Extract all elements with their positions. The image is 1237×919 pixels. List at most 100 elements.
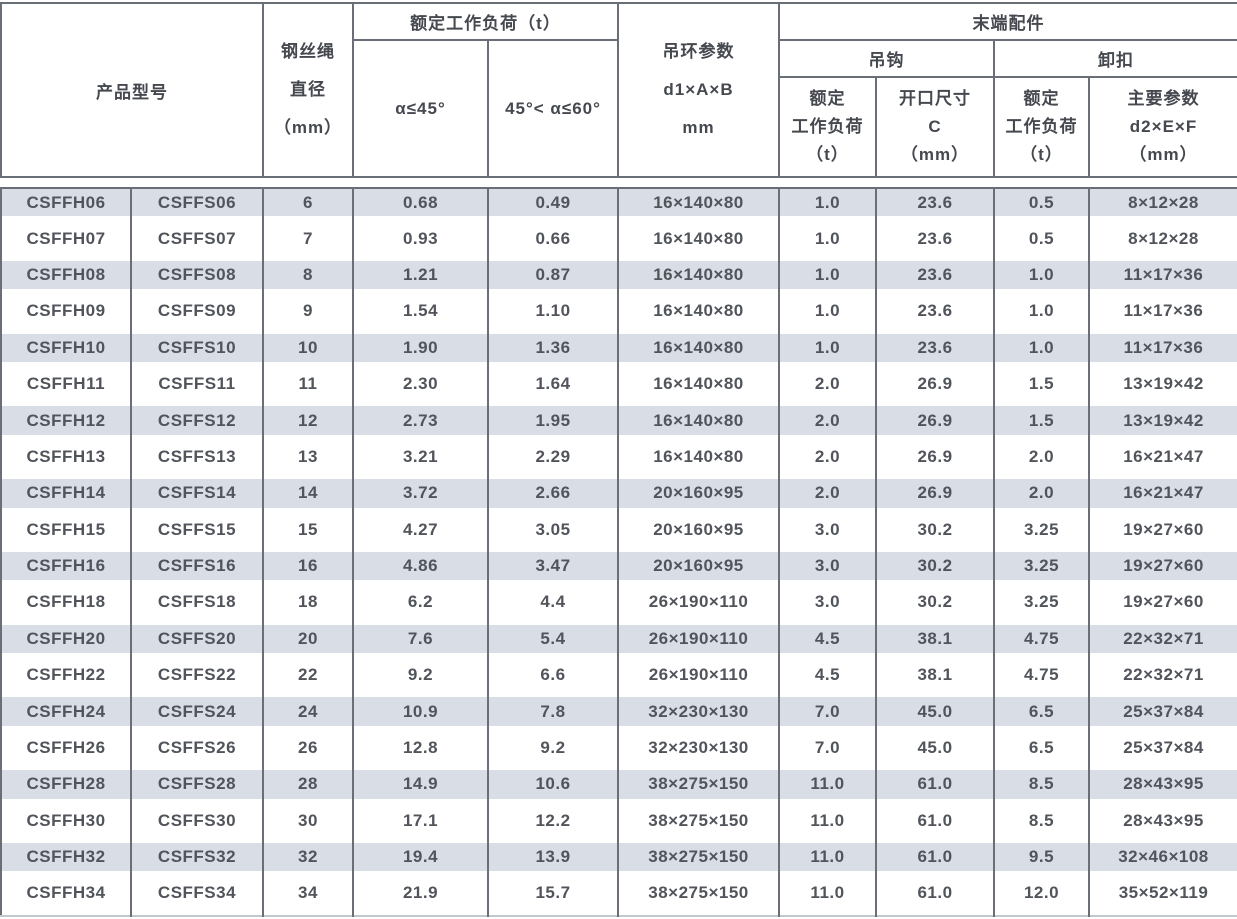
table-cell: 1.54 <box>352 297 489 334</box>
col-header-hook-rated-load: 额定 工作负荷 （t） <box>778 76 878 178</box>
table-cell: 11×17×36 <box>1088 297 1237 334</box>
table-cell: 26.9 <box>875 406 995 443</box>
table-cell: 0.93 <box>352 224 489 261</box>
header-line: 吊环参数 <box>662 42 735 61</box>
table-row: CSFFH24 CSFFS24 24 10.9 7.8 32×230×130 7.0 45.0… <box>1 697 1237 734</box>
table-cell: 20×160×95 <box>617 551 780 589</box>
table-cell: CSFFS28 <box>130 770 264 807</box>
table-cell: 10.6 <box>487 770 619 807</box>
table-cell: 4.5 <box>778 661 877 698</box>
table-cell: 26.9 <box>875 442 995 480</box>
table-cell: 11.0 <box>778 843 877 880</box>
table-row: CSFFH13 CSFFS13 13 3.21 2.29 16×140×80 2.0 26.9… <box>1 442 1237 480</box>
table-cell: 3.72 <box>352 479 489 516</box>
table-cell: CSFFS16 <box>130 551 264 589</box>
table-cell: 13.9 <box>487 843 619 880</box>
table-cell: 20 <box>262 624 354 662</box>
table-cell: 16×140×80 <box>617 297 780 334</box>
table-cell: 16×140×80 <box>617 260 780 298</box>
table-cell: 2.0 <box>993 442 1090 480</box>
table-cell: CSFFS15 <box>130 515 264 552</box>
col-header-rated-working-load: 额定工作负荷（t） <box>351 2 620 41</box>
table-cell: 0.49 <box>487 188 619 225</box>
table-cell: 0.66 <box>487 224 619 261</box>
table-cell: CSFFS18 <box>130 588 264 625</box>
table-cell: 6.2 <box>352 588 489 625</box>
table-cell: CSFFS07 <box>130 224 264 261</box>
table-cell: 3.25 <box>993 515 1090 552</box>
table-cell: 35×52×119 <box>1088 879 1237 916</box>
header-line: 工作负荷 <box>1005 117 1078 136</box>
table-cell: 9 <box>262 297 354 334</box>
table-cell: 3.05 <box>487 515 619 552</box>
table-cell: 16×140×80 <box>617 188 780 225</box>
table-cell: 26.9 <box>875 479 995 516</box>
table-cell: 30.2 <box>875 588 995 625</box>
table-cell: 3.25 <box>993 588 1090 625</box>
table-cell: CSFFS24 <box>130 697 264 734</box>
table-cell: 61.0 <box>875 770 995 807</box>
table-cell: 2.0 <box>778 479 877 516</box>
header-line: 开口尺寸 <box>899 89 972 108</box>
table-cell: 21.9 <box>352 879 489 916</box>
col-header-angle-45-60: 45°< α≤60° <box>486 39 620 178</box>
col-header-product-model: 产品型号 <box>0 2 264 178</box>
table-cell: 11.0 <box>778 770 877 807</box>
table-cell: 38×275×150 <box>617 879 780 916</box>
table-cell: 25×37×84 <box>1088 697 1237 734</box>
table-cell: 16 <box>262 551 354 589</box>
table-cell: CSFFH14 <box>1 479 132 516</box>
table-cell: 11×17×36 <box>1088 333 1237 370</box>
table-cell: 1.10 <box>487 297 619 334</box>
table-cell: 14.9 <box>352 770 489 807</box>
table-cell: 1.0 <box>778 333 877 370</box>
table-cell: 28 <box>262 770 354 807</box>
table-cell: 16×21×47 <box>1088 479 1237 516</box>
table-cell: 38×275×150 <box>617 843 780 880</box>
table-cell: CSFFH28 <box>1 770 132 807</box>
table-cell: 3.0 <box>778 551 877 589</box>
table-cell: 26×190×110 <box>617 661 780 698</box>
table-cell: 6.5 <box>993 733 1090 771</box>
table-cell: 23.6 <box>875 333 995 370</box>
table-cell: 30.2 <box>875 551 995 589</box>
table-row: CSFFH12 CSFFS12 12 2.73 1.95 16×140×80 2.0 26.9… <box>1 406 1237 443</box>
table-cell: 32 <box>262 843 354 880</box>
table-cell: 20×160×95 <box>617 479 780 516</box>
table-cell: CSFFS13 <box>130 442 264 480</box>
table-cell: 38.1 <box>875 624 995 662</box>
table-cell: 45.0 <box>875 697 995 734</box>
table-cell: 1.0 <box>993 297 1090 334</box>
table-cell: 11.0 <box>778 879 877 916</box>
table-cell: 26×190×110 <box>617 624 780 662</box>
table-cell: 3.25 <box>993 551 1090 589</box>
table-cell: CSFFS12 <box>130 406 264 443</box>
table-cell: CSFFS32 <box>130 843 264 880</box>
table-cell: 4.86 <box>352 551 489 589</box>
table-cell: CSFFS26 <box>130 733 264 771</box>
table-cell: CSFFH26 <box>1 733 132 771</box>
table-cell: 23.6 <box>875 297 995 334</box>
table-cell: 1.36 <box>487 333 619 370</box>
table-row: CSFFH26 CSFFS26 26 12.8 9.2 32×230×130 7.0 45.0… <box>1 733 1237 771</box>
col-header-hook-opening-size: 开口尺寸 C （mm） <box>875 76 996 178</box>
table-cell: 6 <box>262 188 354 225</box>
table-cell: 9.5 <box>993 843 1090 880</box>
table-cell: 16×140×80 <box>617 369 780 407</box>
table-cell: 1.0 <box>778 224 877 261</box>
table-cell: CSFFH06 <box>1 188 132 225</box>
table-cell: 26 <box>262 733 354 771</box>
spec-table-body: CSFFH06 CSFFS06 6 0.68 0.49 16×140×80 1.0 23.6 0… <box>0 187 1237 917</box>
table-cell: CSFFH07 <box>1 224 132 261</box>
col-header-shackle-main-params: 主要参数 d2×E×F （mm） <box>1088 76 1237 178</box>
header-line: 额定 <box>809 89 846 108</box>
table-cell: 8×12×28 <box>1088 188 1237 225</box>
table-cell: 28×43×95 <box>1088 806 1237 844</box>
table-cell: 4.4 <box>487 588 619 625</box>
table-cell: 7.8 <box>487 697 619 734</box>
table-cell: CSFFH15 <box>1 515 132 552</box>
table-row: CSFFH22 CSFFS22 22 9.2 6.6 26×190×110 4.5 38.1 4… <box>1 661 1237 698</box>
table-cell: 2.0 <box>993 479 1090 516</box>
table-cell: CSFFS08 <box>130 260 264 298</box>
table-cell: 13×19×42 <box>1088 406 1237 443</box>
